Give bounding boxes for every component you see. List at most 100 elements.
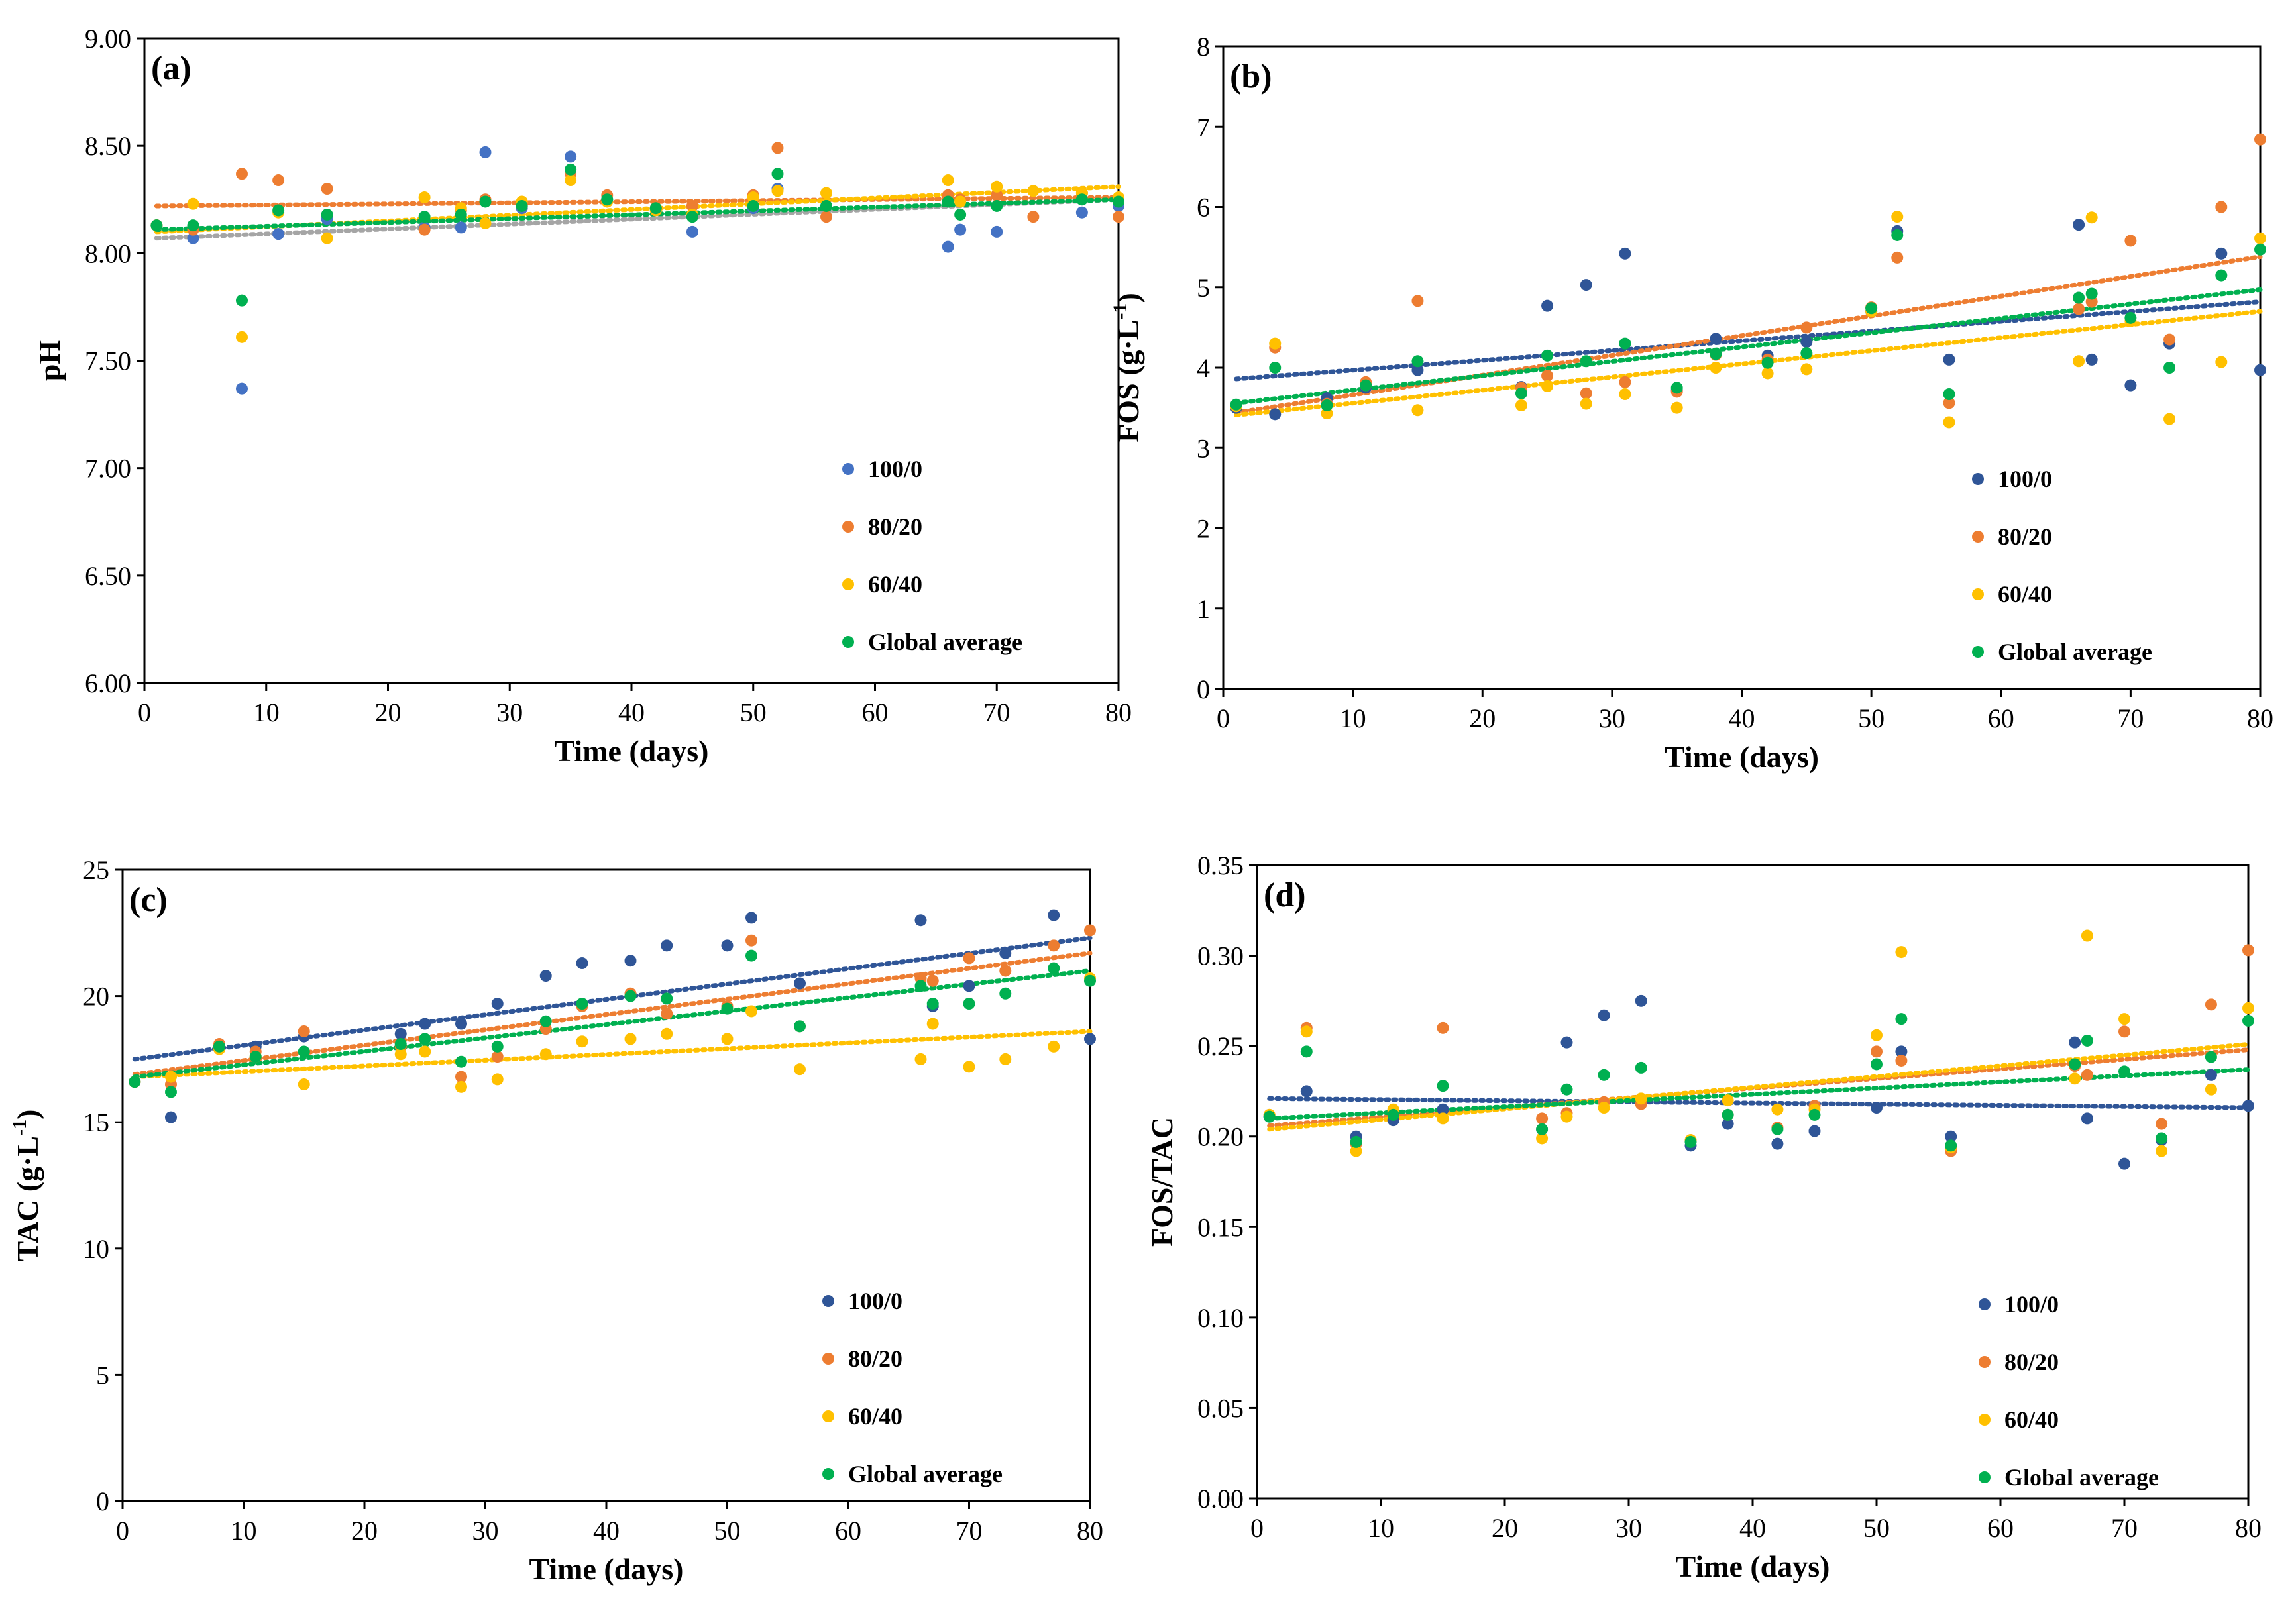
- point-100-0: [1710, 333, 1722, 345]
- point-60-40: [479, 217, 492, 229]
- trendline-global-average: [1267, 1067, 2251, 1121]
- point-60-40: [2215, 356, 2228, 368]
- point-global-average: [1598, 1069, 1610, 1081]
- point-global-average: [1684, 1135, 1697, 1148]
- y-tick-label: 6: [1197, 193, 1210, 223]
- point-global-average: [298, 1045, 310, 1058]
- point-60-40: [1895, 946, 1908, 959]
- point-60-40: [1598, 1102, 1610, 1114]
- point-global-average: [794, 1020, 806, 1033]
- trendline-100-0: [1234, 299, 2263, 382]
- point-60-40: [2156, 1145, 2168, 1157]
- point-80-20: [2242, 944, 2254, 957]
- legend-marker: [1972, 531, 1984, 543]
- point-global-average: [1865, 302, 1878, 315]
- y-tick-label: 2: [1197, 514, 1210, 544]
- y-tick-label: 0.30: [1197, 941, 1244, 971]
- point-global-average: [721, 1002, 734, 1015]
- y-axis-title-sup: -1: [9, 1120, 30, 1136]
- point-100-0: [1722, 1118, 1734, 1130]
- point-100-0: [1541, 299, 1554, 312]
- x-axis-title: Time (days): [555, 734, 709, 768]
- point-60-40: [1710, 362, 1722, 374]
- point-global-average: [991, 199, 1003, 212]
- point-global-average: [1300, 1045, 1313, 1058]
- point-60-40: [1800, 363, 1813, 376]
- y-tick-label: 0.20: [1197, 1122, 1244, 1152]
- point-80-20: [745, 934, 757, 947]
- point-100-0: [721, 939, 734, 952]
- y-axis-title: FOS (g·L-1): [1109, 293, 1145, 443]
- point-global-average: [1670, 382, 1683, 394]
- point-60-40: [394, 1048, 407, 1061]
- point-80-20: [2124, 235, 2137, 247]
- point-60-40: [1771, 1103, 1784, 1116]
- x-tick-label: 20: [351, 1516, 378, 1545]
- legend-label: 80/20: [2004, 1349, 2059, 1375]
- point-global-average: [1075, 193, 1088, 206]
- panel-label: (c): [129, 881, 168, 919]
- y-axis-title-end: ): [1111, 293, 1145, 303]
- chart-panel-0: 0 10 20 30 40 50 60 70 80 6.00 6.50 7.00 7.50 8.00 8.5…: [32, 24, 1132, 768]
- point-global-average: [1771, 1123, 1784, 1135]
- legend-label: Global average: [1998, 639, 2152, 665]
- point-global-average: [2069, 1058, 2081, 1071]
- x-tick-label: 0: [138, 698, 151, 727]
- point-global-average: [1761, 356, 1774, 369]
- point-60-40: [1350, 1145, 1362, 1157]
- point-60-40: [1269, 337, 1282, 350]
- point-global-average: [491, 1040, 504, 1053]
- point-global-average: [418, 211, 431, 223]
- point-global-average: [1269, 362, 1282, 374]
- trendline-60-40: [1234, 309, 2263, 418]
- point-global-average: [2085, 287, 2098, 300]
- point-100-0: [165, 1111, 177, 1123]
- point-100-0: [991, 225, 1003, 238]
- x-tick-label: 60: [1988, 704, 2014, 733]
- panel-label: (a): [151, 50, 191, 87]
- point-global-average: [1048, 962, 1060, 974]
- x-tick-label: 70: [2117, 704, 2144, 733]
- point-60-40: [2073, 355, 2085, 368]
- point-global-average: [2081, 1034, 2093, 1047]
- point-60-40: [455, 1080, 467, 1093]
- point-60-40: [165, 1071, 177, 1083]
- point-100-0: [1945, 1130, 1957, 1143]
- point-global-average: [1536, 1123, 1549, 1135]
- point-global-average: [1411, 355, 1424, 368]
- point-global-average: [1943, 388, 1955, 401]
- point-80-20: [272, 174, 285, 187]
- point-60-40: [565, 174, 577, 187]
- x-tick-label: 0: [1250, 1513, 1264, 1543]
- legend-label: 100/0: [868, 456, 922, 482]
- point-100-0: [2081, 1112, 2093, 1125]
- point-60-40: [1722, 1094, 1734, 1107]
- x-tick-label: 10: [231, 1516, 257, 1545]
- point-global-average: [1515, 387, 1527, 399]
- point-100-0: [745, 912, 757, 924]
- y-tick-label: 0.15: [1197, 1212, 1244, 1242]
- y-tick-label: 5: [96, 1360, 109, 1390]
- x-tick-label: 40: [1729, 704, 1755, 733]
- point-60-40: [298, 1078, 310, 1091]
- point-60-40: [2242, 1002, 2254, 1014]
- x-tick-label: 80: [2247, 704, 2273, 733]
- point-60-40: [418, 191, 431, 204]
- point-100-0: [1084, 1033, 1096, 1045]
- point-60-40: [771, 185, 784, 197]
- x-tick-label: 10: [1340, 704, 1366, 733]
- point-60-40: [1580, 397, 1592, 410]
- trendline-80-20: [1234, 254, 2263, 415]
- legend-label: 60/40: [2004, 1406, 2059, 1433]
- legend-label: 100/0: [1998, 466, 2052, 492]
- y-tick-label: 10: [83, 1234, 109, 1264]
- point-100-0: [2085, 353, 2098, 366]
- legend-marker: [842, 521, 854, 533]
- point-60-40: [576, 1035, 588, 1048]
- y-tick-label: 0.05: [1197, 1393, 1244, 1423]
- point-100-0: [187, 232, 199, 244]
- point-60-40: [1515, 399, 1527, 411]
- point-60-40: [1048, 1040, 1060, 1053]
- trendline-60-40: [132, 1029, 1093, 1080]
